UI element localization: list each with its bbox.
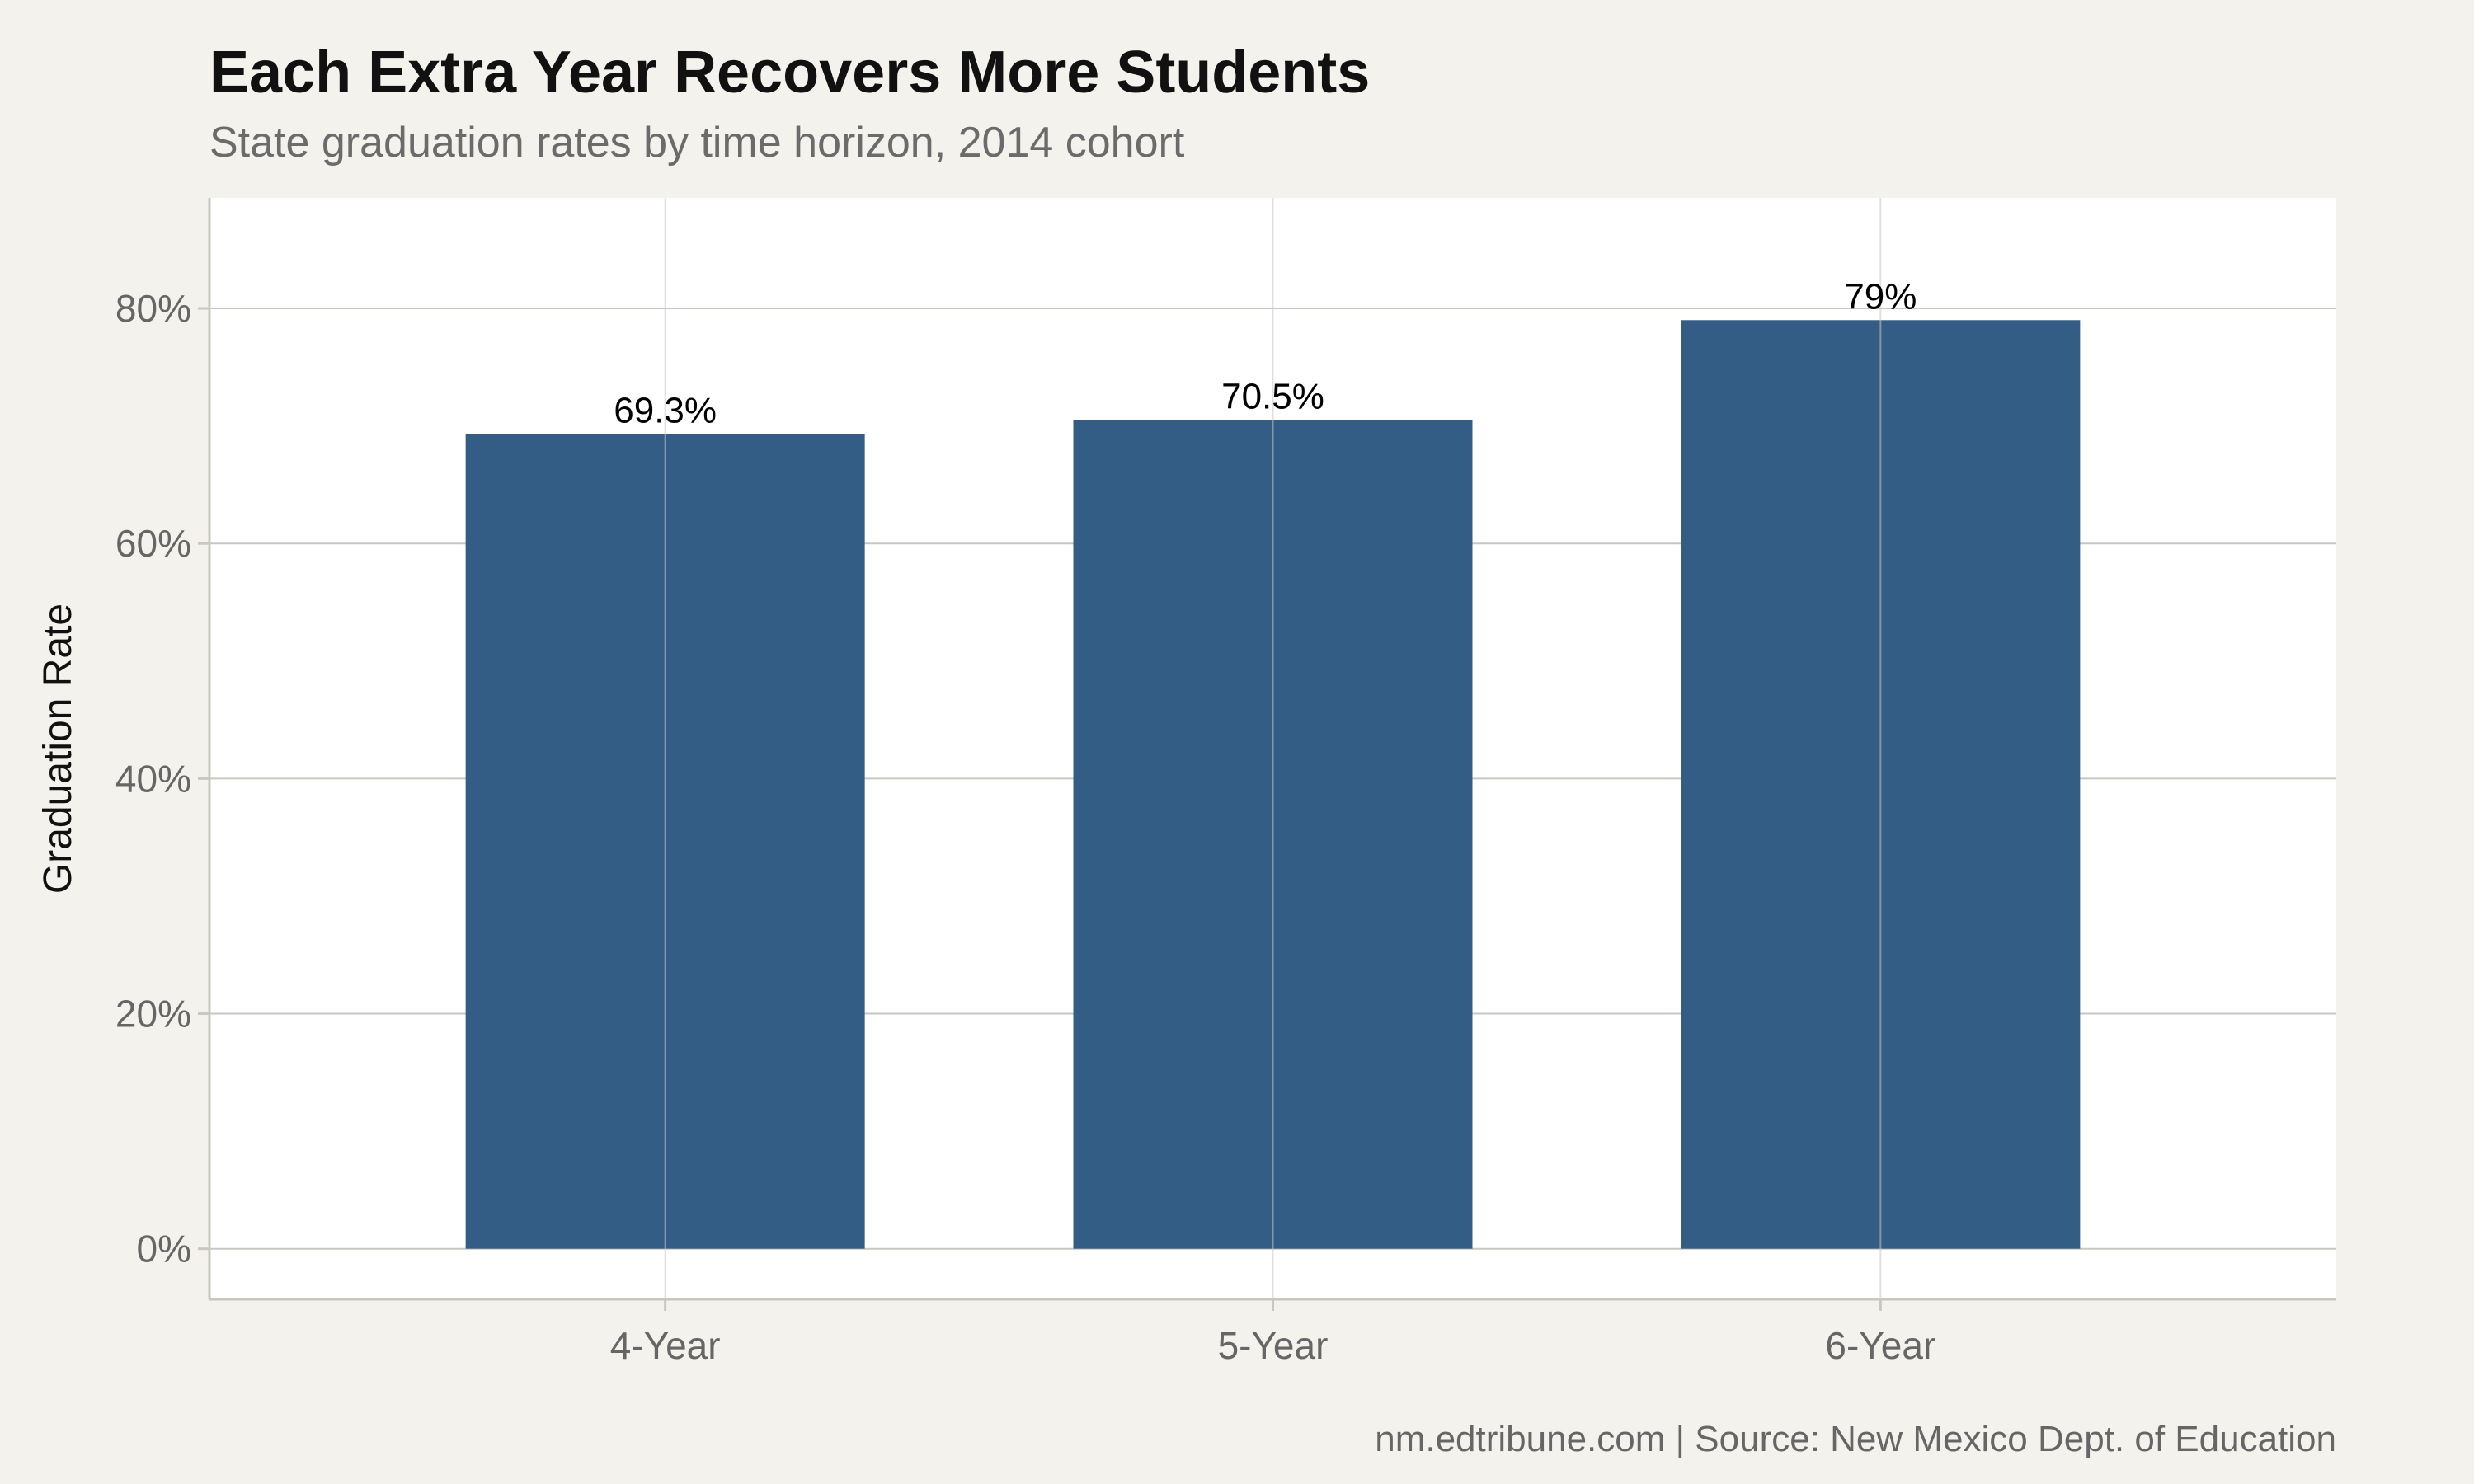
x-tick-label: 5-Year [1218, 1324, 1329, 1367]
data-label: 70.5% [1221, 376, 1324, 416]
y-axis-label: Graduation Rate [36, 603, 80, 894]
data-labels: 69.3% 70.5% 79% [614, 276, 1917, 430]
data-label: 79% [1844, 276, 1917, 317]
data-label: 69.3% [614, 391, 717, 431]
vertical-grid-lines [664, 198, 1882, 1299]
y-tick-label: 60% [115, 522, 191, 565]
x-axis-ticks: 4-Year 5-Year 6-Year [610, 1299, 1935, 1367]
y-tick-label: 0% [137, 1228, 191, 1270]
y-tick-label: 80% [115, 287, 191, 330]
chart-subtitle: State graduation rates by time horizon, … [209, 119, 1185, 167]
y-axis-ticks: 0% 20% 40% 60% 80% [115, 287, 209, 1270]
y-tick-label: 20% [115, 993, 191, 1036]
chart-title: Each Extra Year Recovers More Students [209, 40, 1370, 106]
chart-caption: nm.edtribune.com | Source: New Mexico De… [1375, 1419, 2336, 1459]
y-tick-label: 40% [115, 757, 191, 800]
x-tick-label: 6-Year [1825, 1324, 1935, 1367]
x-tick-label: 4-Year [610, 1324, 721, 1367]
